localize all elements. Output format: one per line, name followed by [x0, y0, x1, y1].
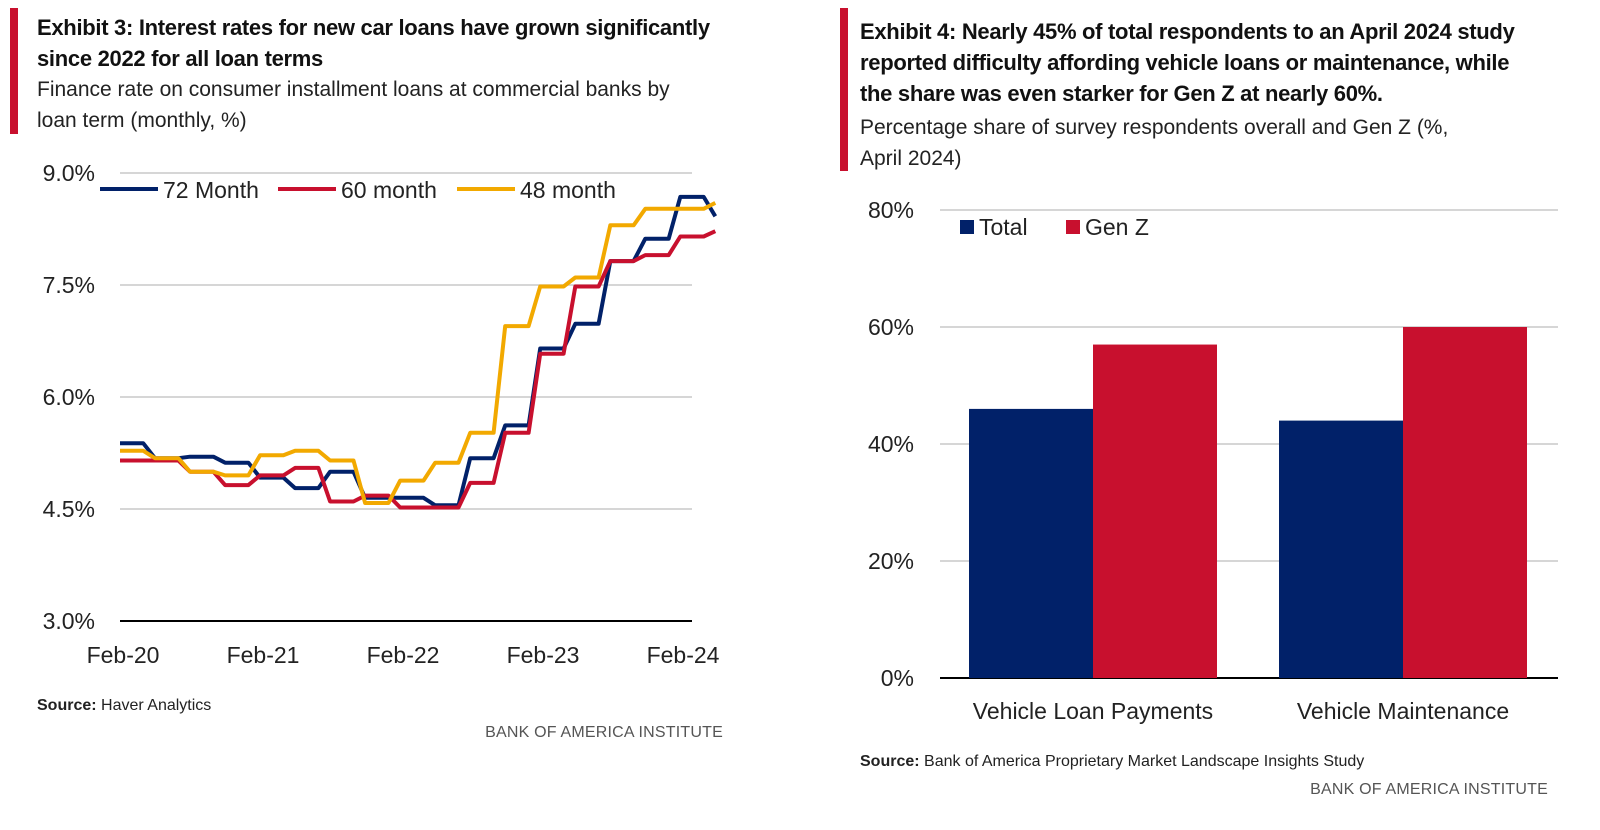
exhibit-4-subtitle: Percentage share of survey respondents o… [860, 112, 1448, 174]
exhibit-4-title-line-2: reported difficulty affording vehicle lo… [860, 50, 1510, 75]
legend-swatch-total [960, 220, 974, 234]
bar-chart-x-ticks: Vehicle Loan Payments Vehicle Maintenance [973, 698, 1509, 724]
exhibit-3-brand: BANK OF AMERICA INSTITUTE [485, 724, 723, 741]
line-chart-x-ticks: Feb-20 Feb-21 Feb-22 Feb-23 Feb-24 [87, 642, 720, 668]
exhibit-3-accent-bar [10, 8, 18, 134]
bar-vehicle-loan-payments-total [969, 408, 1093, 678]
line-chart-y-tick-label: 3.0% [43, 608, 95, 634]
exhibit-4-brand: BANK OF AMERICA INSTITUTE [1310, 781, 1548, 798]
bar-chart-y-tick-label: 40% [868, 431, 914, 457]
line-chart-legend: 72 Month 60 month 48 month [100, 177, 616, 203]
line-chart-y-tick-label: 9.0% [43, 160, 95, 186]
line-chart-y-tick-label: 4.5% [43, 496, 95, 522]
bar-chart-bars [969, 327, 1527, 678]
line-chart-y-tick-label: 7.5% [43, 272, 95, 298]
exhibit-4-panel: Exhibit 4: Nearly 45% of total responden… [830, 0, 1600, 830]
exhibit-4-title-line-1: Exhibit 4: Nearly 45% of total responden… [860, 19, 1515, 44]
line-series-72-month [120, 194, 718, 508]
exhibit-3-source: Source: Haver Analytics [37, 697, 211, 715]
line-chart-x-tick-label: Feb-23 [507, 642, 580, 668]
bar-chart: 80%60%40%20%0% Vehicle Loan Payments Vehi… [868, 197, 1558, 724]
exhibit-4-source: Source: Bank of America Proprietary Mark… [860, 753, 1364, 771]
exhibit-4-source-text: Bank of America Proprietary Market Lands… [919, 753, 1365, 770]
exhibit-3-subtitle-line-1: Finance rate on consumer installment loa… [37, 78, 670, 101]
exhibit-4-title: Exhibit 4: Nearly 45% of total responden… [860, 16, 1515, 109]
legend-label-48-month: 48 month [520, 177, 616, 203]
exhibit-3-subtitle: Finance rate on consumer installment loa… [37, 74, 670, 136]
bar-vehicle-maintenance-total [1279, 420, 1403, 678]
exhibit-4-source-label: Source: [860, 753, 920, 770]
bar-chart-category-label: Vehicle Loan Payments [973, 698, 1213, 724]
bar-chart-category-label: Vehicle Maintenance [1297, 698, 1509, 724]
bar-chart-y-tick-label: 0% [881, 665, 914, 691]
line-chart-x-tick-label: Feb-21 [227, 642, 300, 668]
bar-chart-y-tick-label: 80% [868, 197, 914, 223]
line-chart-series [120, 194, 718, 510]
bar-chart-y-tick-label: 20% [868, 548, 914, 574]
line-chart-y-ticks: 9.0% 7.5% 6.0% 4.5% 3.0% [43, 160, 95, 634]
line-series-60-month [120, 229, 717, 510]
exhibit-3-source-text: Haver Analytics [96, 697, 212, 714]
bar-vehicle-maintenance-gen-z [1403, 327, 1527, 678]
exhibit-3-source-label: Source: [37, 697, 97, 714]
bar-vehicle-loan-payments-gen-z [1093, 344, 1217, 678]
legend-label-60-month: 60 month [341, 177, 437, 203]
legend-label-total: Total [979, 214, 1028, 240]
line-series-48-month [120, 201, 717, 505]
bar-chart-y-ticks: 80% 60% 40% 20% 0% [868, 197, 914, 691]
line-chart-x-tick-label: Feb-20 [87, 642, 160, 668]
legend-swatch-gen-z [1066, 220, 1080, 234]
legend-label-72-month: 72 Month [163, 177, 259, 203]
exhibit-4-subtitle-line-2: April 2024) [860, 147, 962, 170]
line-chart-x-tick-label: Feb-22 [367, 642, 440, 668]
exhibit-4-accent-bar [840, 8, 848, 171]
bar-chart-y-tick-label: 60% [868, 314, 914, 340]
line-chart-y-tick-label: 6.0% [43, 384, 95, 410]
exhibit-3-subtitle-line-2: loan term (monthly, %) [37, 109, 247, 132]
line-chart: 9.0%7.5%6.0%4.5%3.0% Feb-20 Feb-21 Feb-22 F… [43, 160, 720, 668]
exhibit-3-title: Exhibit 3: Interest rates for new car lo… [37, 12, 710, 74]
exhibit-3-panel: Exhibit 3: Interest rates for new car lo… [0, 0, 760, 830]
exhibit-4-subtitle-line-1: Percentage share of survey respondents o… [860, 116, 1449, 139]
bar-chart-legend: Total Gen Z [960, 214, 1149, 240]
exhibit-3-title-line-1: Exhibit 3: Interest rates for new car lo… [37, 15, 710, 40]
legend-label-gen-z: Gen Z [1085, 214, 1149, 240]
exhibit-4-title-line-3: the share was even starker for Gen Z at … [860, 81, 1383, 106]
exhibit-3-title-line-2: since 2022 for all loan terms [37, 46, 323, 71]
line-chart-x-tick-label: Feb-24 [647, 642, 720, 668]
